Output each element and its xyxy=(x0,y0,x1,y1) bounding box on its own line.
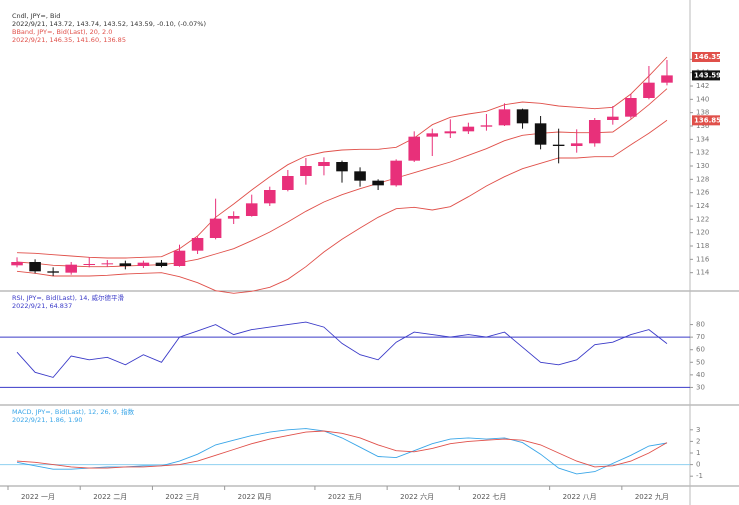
value-label: 136.85 xyxy=(694,116,721,124)
x-tick-label: 2022 三月 xyxy=(165,493,199,501)
x-tick-label: 2022 四月 xyxy=(238,493,272,501)
candle-body xyxy=(300,166,312,176)
y-tick-label: 138 xyxy=(696,109,709,117)
macd-title: MACD, JPY=, Bid(Last), 12, 26, 9, 指数 xyxy=(12,407,135,416)
candle-body xyxy=(336,162,348,172)
value-box xyxy=(692,52,720,62)
candle-body xyxy=(137,262,150,266)
rsi-title: RSI, JPY=, Bid(Last), 14, 威尔德平滑 xyxy=(12,293,124,302)
y-tick-label: 114 xyxy=(696,269,710,277)
y-tick-label: 120 xyxy=(696,229,709,237)
y-tick-label: 80 xyxy=(696,321,705,329)
y-tick-label: 126 xyxy=(696,189,710,197)
candle-body xyxy=(534,123,547,145)
x-tick-label: 2022 六月 xyxy=(400,492,434,501)
candle-body xyxy=(426,133,439,137)
rsi-subtitle: 2022/9/21, 64.837 xyxy=(12,302,72,310)
macd-subtitle: 2022/9/21, 1.86, 1.90 xyxy=(12,416,83,424)
chart-subtitle: 2022/9/21, 143.72, 143.74, 143.52, 143.5… xyxy=(12,20,206,28)
y-tick-label: 30 xyxy=(696,383,705,391)
candle-body xyxy=(372,180,384,186)
candle-body xyxy=(209,218,222,238)
y-tick-label: 116 xyxy=(696,255,710,263)
candle-body xyxy=(643,82,655,98)
y-tick-label: 1 xyxy=(696,449,700,457)
candle-body xyxy=(191,238,204,251)
chart-title: Cndl, JPY=, Bid xyxy=(12,12,60,20)
x-tick-label: 2022 九月 xyxy=(635,492,669,501)
candle-body xyxy=(173,250,186,266)
y-tick-label: 142 xyxy=(696,82,709,90)
series-line xyxy=(16,321,668,378)
y-tick-label: 60 xyxy=(696,346,705,354)
y-tick-label: -1 xyxy=(696,472,703,480)
y-tick-label: 134 xyxy=(696,135,710,143)
y-tick-label: 50 xyxy=(696,358,705,366)
y-tick-label: 140 xyxy=(696,95,709,103)
candle-body xyxy=(65,264,77,273)
y-tick-label: 124 xyxy=(696,202,710,210)
candle-body xyxy=(354,171,366,181)
candle-body xyxy=(444,131,457,134)
candle-body xyxy=(101,263,114,265)
value-label: 143.59 xyxy=(694,71,721,79)
candle-body xyxy=(480,125,493,127)
y-tick-label: 118 xyxy=(696,242,709,250)
value-label: 146.35 xyxy=(694,53,721,61)
candle-body xyxy=(119,263,132,266)
candle-body xyxy=(83,264,96,265)
x-tick-label: 2022 一月 xyxy=(21,493,55,501)
candle-body xyxy=(264,190,276,204)
series-line xyxy=(16,56,668,259)
x-tick-label: 2022 五月 xyxy=(328,493,362,501)
y-tick-label: 122 xyxy=(696,215,709,223)
candle-body xyxy=(155,262,168,266)
y-tick-label: 132 xyxy=(696,149,709,157)
candle-body xyxy=(552,144,565,146)
candle-body xyxy=(47,271,59,273)
candle-body xyxy=(498,109,511,126)
y-tick-label: 136 xyxy=(696,122,710,130)
value-box xyxy=(692,70,720,81)
candle-body xyxy=(11,262,23,266)
y-tick-label: 3 xyxy=(696,426,700,434)
y-tick-label: 2 xyxy=(696,437,700,445)
x-tick-label: 2022 二月 xyxy=(93,493,127,501)
x-tick-label: 2022 七月 xyxy=(472,492,506,501)
x-tick-label: 2022 八月 xyxy=(563,493,597,501)
candle-body xyxy=(29,262,41,272)
candle-body xyxy=(661,75,673,83)
y-tick-label: 130 xyxy=(696,162,709,170)
value-box xyxy=(692,115,720,126)
candle-body xyxy=(462,126,475,132)
candle-body xyxy=(588,120,601,144)
candle-body xyxy=(516,109,529,124)
y-tick-label: 128 xyxy=(696,175,709,183)
candle-body xyxy=(607,116,619,120)
overlay-subtitle: 2022/9/21, 146.35, 141.60, 136.85 xyxy=(12,36,126,44)
candle-body xyxy=(282,176,294,190)
candle-body xyxy=(245,203,258,216)
candle-body xyxy=(318,162,330,166)
y-tick-label: 0 xyxy=(696,461,700,469)
overlay-title: BBand, JPY=, Bid(Last), 20, 2.0 xyxy=(12,28,112,36)
candle-body xyxy=(625,98,637,117)
candle-body xyxy=(570,143,583,146)
candle-body xyxy=(390,160,402,186)
y-tick-label: 40 xyxy=(696,371,705,379)
candle-body xyxy=(408,136,420,161)
series-line xyxy=(16,430,668,469)
candle-body xyxy=(227,216,240,219)
y-tick-label: 70 xyxy=(696,333,705,341)
